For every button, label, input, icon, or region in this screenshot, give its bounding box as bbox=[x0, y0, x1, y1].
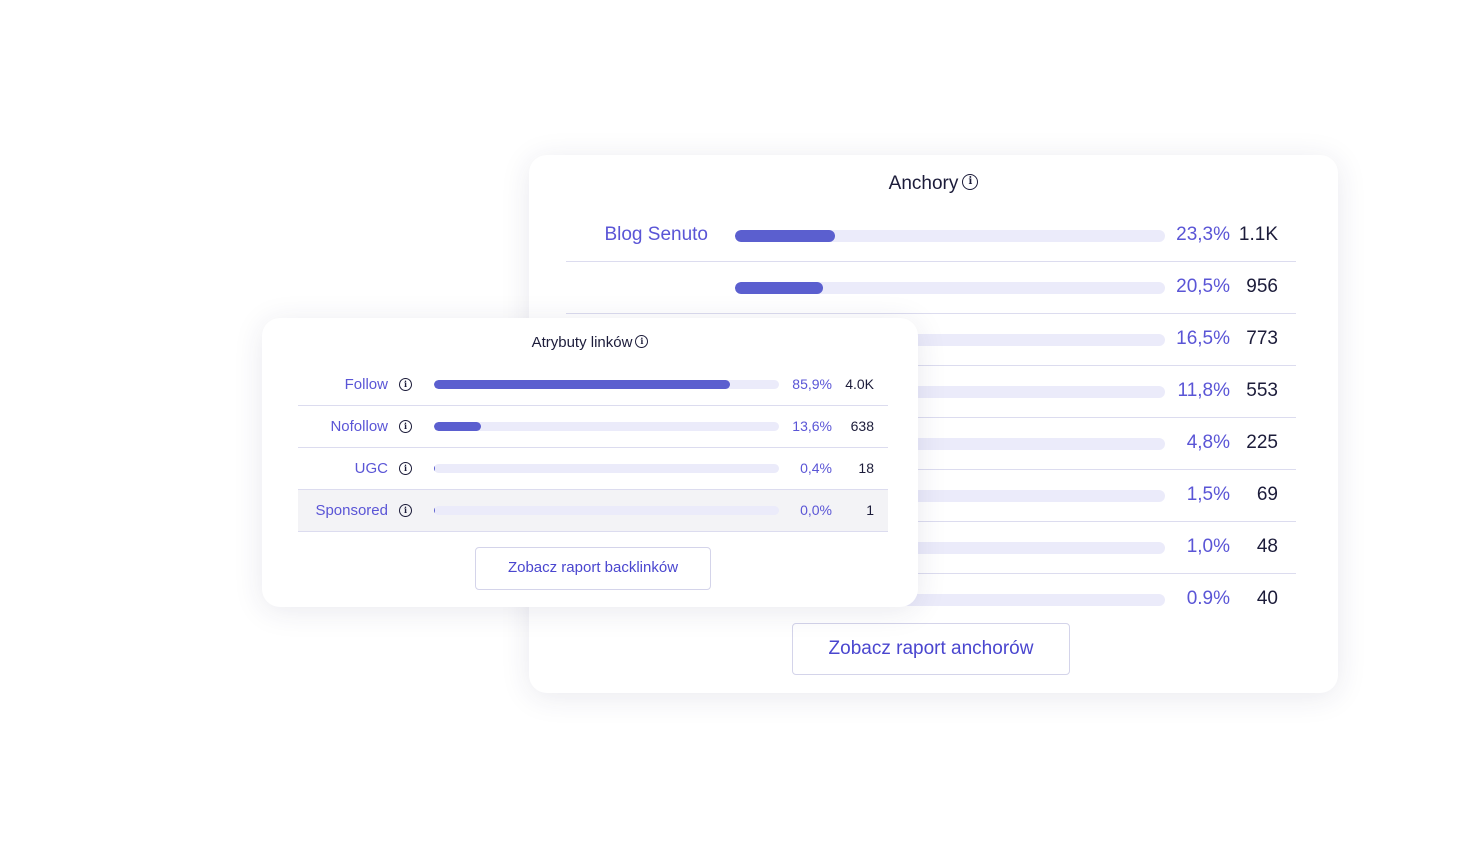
link-attribute-bar-fill bbox=[434, 422, 481, 431]
link-attribute-row[interactable]: Follow i 85,9% 4.0K bbox=[298, 364, 888, 406]
link-attribute-percent: 0,0% bbox=[800, 502, 832, 518]
info-icon[interactable]: i bbox=[399, 462, 412, 475]
link-attribute-label[interactable]: Nofollow bbox=[330, 418, 388, 435]
link-attribute-count: 638 bbox=[850, 418, 874, 434]
anchor-count: 225 bbox=[1246, 432, 1278, 453]
anchor-count: 48 bbox=[1256, 536, 1278, 557]
anchor-percent: 16,5% bbox=[1176, 328, 1230, 349]
link-attribute-row[interactable]: Sponsored i 0,0% 1 bbox=[298, 490, 888, 532]
info-icon[interactable]: i bbox=[399, 504, 412, 517]
link-attribute-bar bbox=[434, 422, 779, 431]
link-attributes-card: Atrybuty linków i Follow i 85,9% 4.0K Nofollo… bbox=[262, 318, 918, 607]
anchor-percent: 1,5% bbox=[1186, 484, 1230, 505]
anchor-count: 773 bbox=[1246, 328, 1278, 349]
anchor-bar-fill bbox=[735, 282, 824, 294]
anchor-count: 40 bbox=[1256, 588, 1278, 609]
link-attribute-bar bbox=[434, 380, 779, 389]
anchor-bar bbox=[735, 230, 1165, 242]
link-attribute-label[interactable]: Sponsored bbox=[315, 502, 388, 519]
anchor-label[interactable]: Blog Senuto bbox=[604, 224, 708, 245]
view-backlinks-report-button[interactable]: Zobacz raport backlinków bbox=[475, 547, 711, 590]
anchor-row[interactable]: Blog Senuto 23,3% 1.1K bbox=[566, 210, 1296, 262]
anchor-percent: 4,8% bbox=[1186, 432, 1230, 453]
link-attribute-row[interactable]: Nofollow i 13,6% 638 bbox=[298, 406, 888, 448]
link-attribute-count: 4.0K bbox=[845, 376, 874, 392]
link-attribute-label[interactable]: Follow bbox=[344, 376, 388, 393]
anchor-percent: 23,3% bbox=[1176, 224, 1230, 245]
anchor-percent: 1,0% bbox=[1186, 536, 1230, 557]
anchor-count: 69 bbox=[1256, 484, 1278, 505]
anchors-title: Anchory i bbox=[529, 173, 1338, 195]
link-attribute-percent: 0,4% bbox=[800, 460, 832, 476]
link-attribute-label[interactable]: UGC bbox=[354, 460, 388, 477]
info-icon[interactable]: i bbox=[399, 420, 412, 433]
anchor-count: 956 bbox=[1246, 276, 1278, 297]
link-attributes-title: Atrybuty linków i bbox=[262, 334, 918, 351]
link-attribute-count: 1 bbox=[866, 502, 874, 518]
anchor-percent: 0.9% bbox=[1186, 588, 1230, 609]
link-attribute-bar-fill bbox=[434, 464, 436, 473]
info-icon[interactable]: i bbox=[399, 378, 412, 391]
anchor-bar-fill bbox=[735, 230, 836, 242]
link-attribute-percent: 13,6% bbox=[792, 418, 832, 434]
anchor-percent: 20,5% bbox=[1176, 276, 1230, 297]
anchor-row[interactable]: 20,5% 956 bbox=[566, 262, 1296, 314]
anchor-count: 1.1K bbox=[1238, 224, 1278, 245]
link-attribute-percent: 85,9% bbox=[792, 376, 832, 392]
anchor-bar bbox=[735, 282, 1165, 294]
anchor-count: 553 bbox=[1246, 380, 1278, 401]
view-anchors-report-button[interactable]: Zobacz raport anchorów bbox=[792, 623, 1070, 675]
link-attribute-bar bbox=[434, 464, 779, 473]
link-attribute-count: 18 bbox=[858, 460, 874, 476]
anchor-percent: 11,8% bbox=[1177, 380, 1230, 401]
link-attribute-bar-fill bbox=[434, 506, 436, 515]
info-icon[interactable]: i bbox=[962, 173, 979, 190]
link-attribute-bar bbox=[434, 506, 779, 515]
link-attribute-row[interactable]: UGC i 0,4% 18 bbox=[298, 448, 888, 490]
info-icon[interactable]: i bbox=[635, 335, 649, 349]
link-attribute-bar-fill bbox=[434, 380, 731, 389]
